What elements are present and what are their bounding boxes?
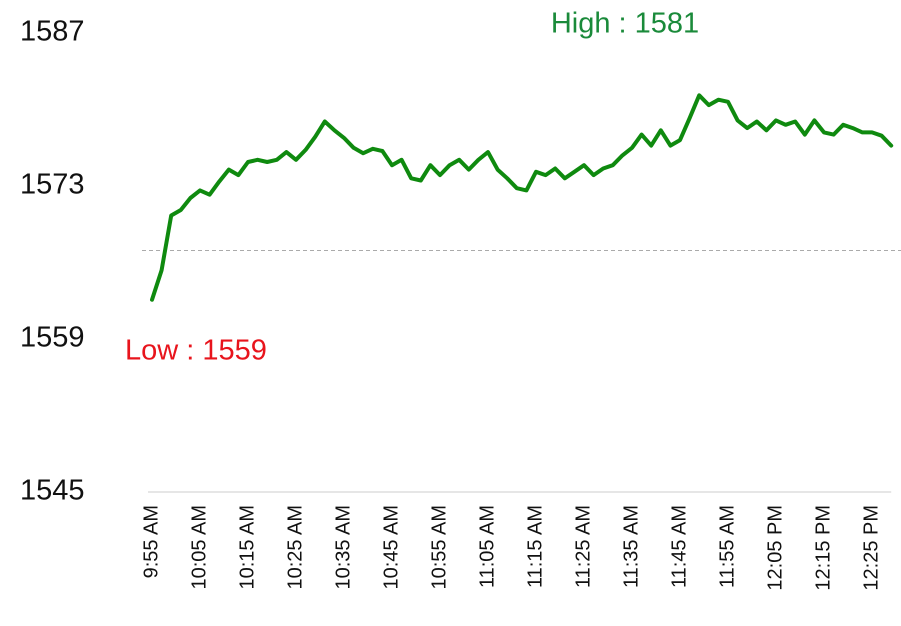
x-tick-label: 11:45 AM — [668, 505, 690, 588]
x-tick-label: 10:55 AM — [428, 505, 450, 590]
x-tick-label: 10:35 AM — [332, 505, 354, 590]
x-tick-label: 10:15 AM — [236, 505, 258, 590]
x-tick-label: 11:15 AM — [524, 505, 546, 588]
x-tick-label: 12:05 PM — [764, 505, 786, 591]
x-tick-label: 9:55 AM — [140, 505, 162, 578]
y-tick-label: 1573 — [20, 169, 85, 201]
x-tick-label: 10:25 AM — [284, 505, 306, 590]
x-tick-label: 10:05 AM — [188, 505, 210, 590]
y-tick-label: 1587 — [20, 16, 85, 48]
x-tick-label: 12:25 PM — [860, 505, 882, 591]
price-line — [150, 93, 894, 302]
annotation: Low : 1559 — [125, 335, 267, 367]
annotation: High : 1581 — [551, 8, 699, 40]
x-tick-label: 11:35 AM — [620, 505, 642, 588]
x-tick-label: 10:45 AM — [380, 505, 402, 590]
y-tick-label: 1545 — [20, 475, 85, 507]
x-tick-label: 11:55 AM — [716, 505, 738, 588]
y-tick-label: 1559 — [20, 322, 85, 354]
x-tick-label: 12:15 PM — [812, 505, 834, 591]
x-tick-label: 11:25 AM — [572, 505, 594, 588]
x-tick-label: 11:05 AM — [476, 505, 498, 588]
